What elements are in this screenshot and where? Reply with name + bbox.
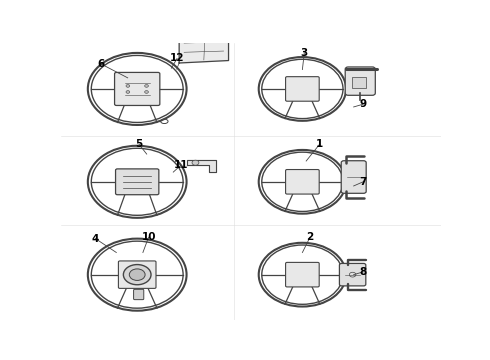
Text: 11: 11 (173, 160, 188, 170)
Text: 6: 6 (98, 59, 105, 69)
FancyBboxPatch shape (134, 289, 144, 300)
FancyBboxPatch shape (345, 67, 375, 95)
Text: 3: 3 (301, 48, 308, 58)
Polygon shape (187, 160, 216, 172)
Text: 1: 1 (316, 139, 323, 149)
Text: 5: 5 (135, 139, 143, 149)
FancyBboxPatch shape (286, 262, 319, 287)
Circle shape (129, 269, 145, 280)
Circle shape (145, 85, 148, 87)
FancyBboxPatch shape (119, 261, 156, 288)
Text: 12: 12 (170, 53, 184, 63)
FancyBboxPatch shape (115, 72, 160, 105)
Circle shape (123, 265, 151, 285)
FancyBboxPatch shape (341, 161, 366, 193)
Text: 9: 9 (360, 99, 367, 109)
FancyBboxPatch shape (352, 77, 367, 88)
FancyBboxPatch shape (286, 77, 319, 101)
Polygon shape (179, 32, 228, 63)
Text: 8: 8 (360, 267, 367, 277)
FancyBboxPatch shape (340, 264, 366, 286)
Circle shape (126, 91, 130, 93)
Circle shape (126, 85, 130, 87)
Text: 7: 7 (360, 177, 367, 187)
FancyBboxPatch shape (116, 169, 159, 195)
Circle shape (145, 91, 148, 93)
Text: 2: 2 (306, 232, 314, 242)
Text: 10: 10 (141, 232, 156, 242)
Circle shape (192, 160, 199, 165)
FancyBboxPatch shape (286, 170, 319, 194)
Text: 4: 4 (92, 234, 99, 244)
